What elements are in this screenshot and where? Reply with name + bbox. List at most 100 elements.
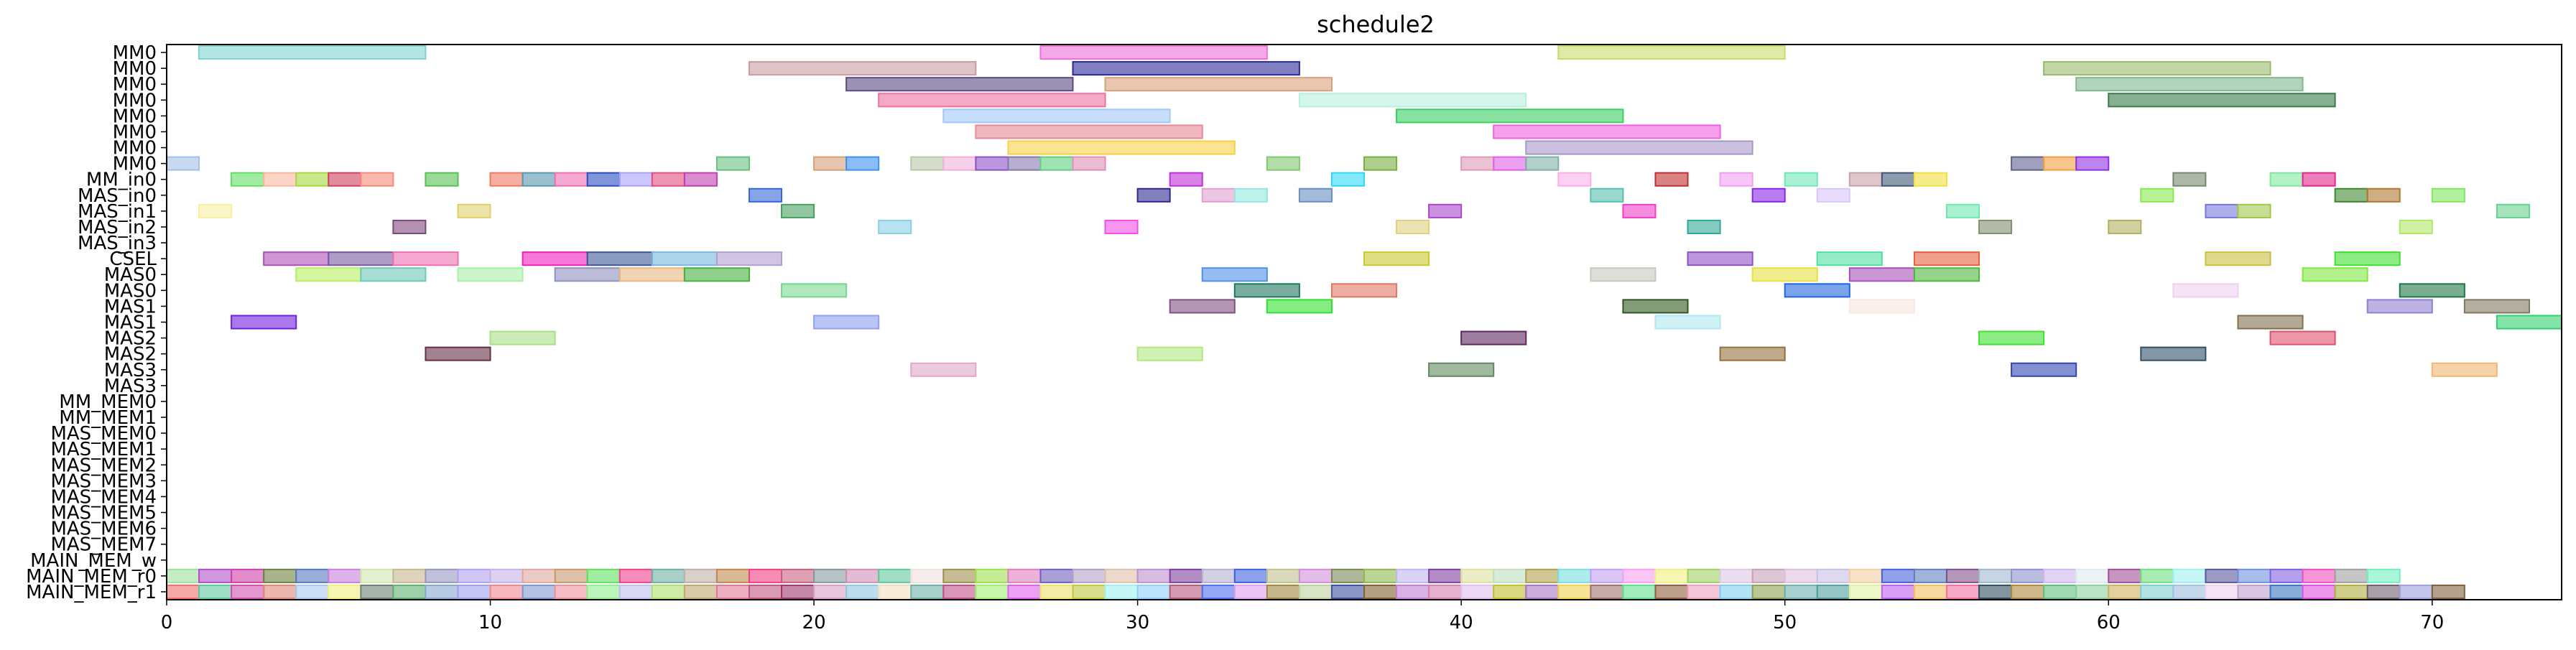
schedule-bar — [1751, 187, 1786, 203]
schedule-bar — [328, 172, 362, 187]
schedule-bar — [1557, 45, 1786, 60]
main-mem-w-bar — [1751, 568, 1786, 583]
main-mem-w-bar — [166, 568, 200, 583]
main-mem-w-bar — [489, 568, 524, 583]
main-mem-r0-bar — [1687, 584, 1721, 600]
schedule-bar — [2108, 219, 2142, 235]
schedule-bar — [683, 267, 750, 282]
main-mem-r0-bar — [2043, 584, 2077, 600]
schedule-bar — [2075, 77, 2304, 92]
schedule-bar — [425, 172, 459, 187]
schedule-bar — [2399, 283, 2465, 298]
schedule-bar — [231, 315, 297, 330]
schedule-bar — [360, 172, 394, 187]
schedule-bar — [2172, 283, 2239, 298]
main-mem-w-bar — [360, 568, 394, 583]
schedule-bar — [457, 203, 491, 218]
main-mem-w-bar — [1978, 568, 2013, 583]
schedule-bar — [1039, 156, 1074, 171]
schedule-bar — [618, 267, 685, 282]
y-tick-label: MM_in0 — [86, 170, 157, 191]
main-mem-r0-bar — [1654, 584, 1689, 600]
main-mem-r0-bar — [1169, 584, 1203, 600]
schedule-bar — [1493, 156, 1527, 171]
main-mem-r0-bar — [295, 584, 330, 600]
main-mem-r0-bar — [1784, 584, 1818, 600]
y-tick-label: MM_MEM1 — [59, 407, 157, 429]
main-mem-r0-bar — [360, 584, 394, 600]
y-tick-label: MM0 — [113, 154, 157, 175]
y-tick-label: MM0 — [113, 74, 157, 96]
main-mem-r0-bar — [522, 584, 556, 600]
schedule-bar — [1719, 346, 1786, 361]
schedule-bar — [1945, 203, 1980, 218]
main-mem-r0-bar — [748, 584, 783, 600]
schedule-bar — [975, 124, 1203, 139]
schedule-bar — [1557, 172, 1592, 187]
schedule-bar — [2011, 362, 2077, 377]
schedule-bar — [2334, 187, 2368, 203]
schedule-bar — [651, 172, 685, 187]
y-tick-label: MAS_in3 — [78, 233, 157, 254]
main-mem-w-bar — [1848, 568, 1883, 583]
main-mem-r0-bar — [2431, 584, 2465, 600]
main-mem-r0-bar — [166, 584, 200, 600]
schedule-bar — [1654, 315, 1721, 330]
schedule-bar — [1687, 251, 1753, 266]
main-mem-r0-bar — [781, 584, 815, 600]
schedule-bar — [1590, 187, 1624, 203]
schedule-bar — [1848, 267, 1915, 282]
main-mem-w-bar — [781, 568, 815, 583]
schedule-bar — [748, 61, 977, 76]
schedule-bar — [1072, 61, 1300, 76]
main-mem-r0-bar — [715, 584, 750, 600]
y-tick-label: MM0 — [113, 42, 157, 64]
main-mem-w-bar — [2172, 568, 2207, 583]
main-mem-w-bar — [1557, 568, 1592, 583]
schedule-bar — [2237, 315, 2304, 330]
schedule-bar — [1169, 172, 1203, 187]
schedule-bar — [263, 251, 330, 266]
main-mem-r0-bar — [1396, 584, 1430, 600]
schedule-bar — [1881, 172, 1915, 187]
schedule-bar — [522, 172, 556, 187]
y-tick-label: MAS2 — [104, 328, 157, 350]
schedule-bar — [489, 172, 524, 187]
main-mem-r0-bar — [489, 584, 524, 600]
y-tick-label: MAS0 — [104, 280, 157, 302]
schedule-bar — [845, 77, 1074, 92]
y-tick-label: MAS_in0 — [78, 185, 157, 207]
main-mem-r0-bar — [1493, 584, 1527, 600]
main-mem-w-bar — [2205, 568, 2239, 583]
schedule-bar — [1201, 187, 1236, 203]
main-mem-w-bar — [2237, 568, 2271, 583]
main-mem-w-bar — [1460, 568, 1495, 583]
main-mem-w-bar — [392, 568, 427, 583]
y-tick-label: MM_MEM0 — [59, 391, 157, 413]
main-mem-r0-bar — [878, 584, 912, 600]
y-tick-label: MAS_MEM7 — [50, 534, 157, 556]
main-mem-w-bar — [1298, 568, 1333, 583]
schedule-bar — [522, 251, 588, 266]
main-mem-w-bar — [2011, 568, 2045, 583]
schedule-bar — [813, 156, 848, 171]
schedule-bar — [586, 251, 653, 266]
schedule-bar — [2043, 156, 2077, 171]
x-tick-label: 60 — [2097, 612, 2121, 633]
main-mem-w-bar — [295, 568, 330, 583]
schedule-bar — [1816, 251, 1883, 266]
main-mem-w-bar — [975, 568, 1009, 583]
schedule-bar — [1298, 93, 1527, 108]
schedule-bar — [166, 156, 200, 171]
main-mem-r0-bar — [813, 584, 848, 600]
x-tick-label: 10 — [478, 612, 502, 633]
x-tick-label: 50 — [1773, 612, 1797, 633]
main-mem-r0-bar — [2140, 584, 2174, 600]
main-mem-r0-bar — [1428, 584, 1463, 600]
schedule-bar — [2496, 203, 2530, 218]
schedule-bar — [2334, 251, 2401, 266]
schedule-bar — [1330, 283, 1398, 298]
schedule-bar — [1687, 219, 1721, 235]
main-mem-w-bar — [1330, 568, 1365, 583]
